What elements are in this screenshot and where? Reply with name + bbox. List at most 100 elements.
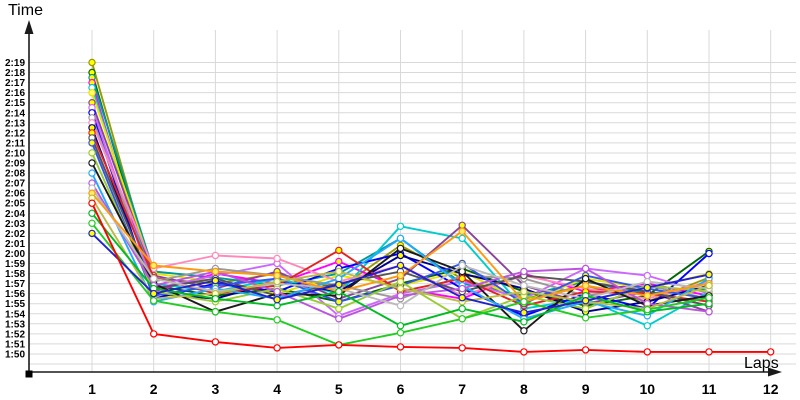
x-tick-label: 1 — [88, 381, 96, 397]
data-point-marker[interactable] — [458, 344, 466, 352]
data-point-marker[interactable] — [643, 292, 652, 300]
data-point-marker[interactable] — [396, 251, 405, 260]
data-point-marker[interactable] — [396, 302, 405, 310]
data-point-marker[interactable] — [149, 297, 158, 305]
data-point-marker[interactable] — [458, 294, 466, 302]
data-point-marker[interactable] — [396, 322, 405, 330]
data-point-marker[interactable] — [149, 261, 158, 270]
data-point-marker[interactable] — [643, 322, 652, 330]
data-point-marker[interactable] — [458, 274, 466, 283]
data-point-marker[interactable] — [705, 308, 713, 316]
data-point-marker[interactable] — [149, 330, 158, 338]
data-point-marker[interactable] — [396, 271, 405, 280]
data-point-marker[interactable] — [273, 302, 281, 310]
data-point-marker[interactable] — [88, 149, 96, 157]
data-point-marker[interactable] — [705, 281, 713, 290]
data-point-marker[interactable] — [88, 139, 96, 147]
data-point-marker[interactable] — [581, 281, 590, 290]
data-point-marker[interactable] — [88, 199, 96, 207]
data-point-marker[interactable] — [458, 267, 466, 276]
data-point-marker[interactable] — [88, 88, 96, 97]
data-point-marker[interactable] — [211, 295, 220, 303]
data-point-marker[interactable] — [458, 234, 466, 243]
data-point-marker[interactable] — [643, 277, 652, 286]
data-point-marker[interactable] — [396, 284, 405, 293]
x-tick-label: 12 — [763, 381, 779, 397]
data-point-marker[interactable] — [643, 306, 652, 314]
data-point-marker[interactable] — [396, 292, 405, 300]
data-point-marker[interactable] — [273, 277, 281, 286]
data-point-marker[interactable] — [88, 58, 96, 67]
data-point-marker[interactable] — [581, 314, 590, 322]
data-point-marker[interactable] — [458, 284, 466, 293]
data-point-marker[interactable] — [335, 287, 343, 296]
data-point-marker[interactable] — [396, 343, 405, 351]
data-point-marker[interactable] — [458, 315, 466, 323]
data-point-marker[interactable] — [581, 346, 590, 354]
data-point-marker[interactable] — [581, 305, 590, 313]
data-point-marker[interactable] — [396, 329, 405, 337]
data-point-marker[interactable] — [396, 244, 405, 253]
data-point-marker[interactable] — [88, 229, 96, 238]
data-point-marker[interactable] — [335, 298, 343, 306]
data-point-marker[interactable] — [643, 271, 652, 280]
data-point-marker[interactable] — [273, 287, 281, 296]
data-point-marker[interactable] — [581, 264, 590, 273]
data-point-marker[interactable] — [273, 271, 281, 280]
data-point-marker[interactable] — [273, 344, 281, 352]
data-point-marker[interactable] — [643, 283, 652, 292]
data-point-marker[interactable] — [581, 297, 590, 305]
x-tick-labels: 1 2 3 4 5 6 7 8 9 10 11 12 — [88, 381, 779, 397]
data-point-marker[interactable] — [520, 287, 528, 296]
data-point-marker[interactable] — [458, 305, 466, 313]
data-point-marker[interactable] — [149, 289, 158, 298]
data-point-marker[interactable] — [396, 222, 405, 230]
data-point-marker[interactable] — [705, 300, 713, 308]
data-point-marker[interactable] — [335, 267, 343, 276]
data-point-marker[interactable] — [458, 227, 466, 235]
data-point-marker[interactable] — [88, 159, 96, 167]
data-point-marker[interactable] — [520, 298, 528, 306]
data-point-marker[interactable] — [149, 274, 158, 283]
data-point-marker[interactable] — [211, 251, 220, 260]
data-point-marker[interactable] — [335, 274, 343, 283]
data-point-marker[interactable] — [335, 315, 343, 323]
data-point-marker[interactable] — [520, 309, 528, 317]
data-point-marker[interactable] — [767, 348, 775, 356]
data-point-marker[interactable] — [520, 327, 528, 335]
data-point-marker[interactable] — [273, 316, 281, 324]
data-point-marker[interactable] — [396, 277, 405, 286]
x-tick-label: 3 — [212, 381, 220, 397]
data-point-marker[interactable] — [335, 257, 343, 266]
data-point-marker[interactable] — [273, 254, 281, 263]
data-point-marker[interactable] — [335, 341, 343, 349]
data-point-marker[interactable] — [705, 294, 713, 302]
data-point-marker[interactable] — [705, 249, 713, 258]
data-point-marker[interactable] — [581, 274, 590, 283]
data-point-marker[interactable] — [88, 219, 96, 227]
data-point-marker[interactable] — [520, 281, 528, 290]
data-point-marker[interactable] — [520, 348, 528, 356]
data-point-marker[interactable] — [705, 270, 713, 279]
data-point-marker[interactable] — [88, 169, 96, 177]
data-point-marker[interactable] — [643, 348, 652, 356]
data-point-marker[interactable] — [335, 280, 343, 289]
data-point-marker[interactable] — [396, 261, 405, 270]
data-point-marker[interactable] — [458, 261, 466, 270]
y-tick-label: 2:12 — [5, 128, 25, 139]
data-point-marker[interactable] — [458, 221, 466, 229]
origin-handle[interactable] — [25, 370, 33, 378]
data-point-marker[interactable] — [520, 267, 528, 276]
data-point-marker[interactable] — [211, 276, 220, 285]
data-point-marker[interactable] — [211, 308, 220, 316]
data-point-marker[interactable] — [211, 338, 220, 346]
data-point-marker[interactable] — [396, 234, 405, 243]
data-point-marker[interactable] — [335, 246, 343, 255]
data-point-marker[interactable] — [335, 305, 343, 313]
data-point-marker[interactable] — [273, 296, 281, 304]
data-point-marker[interactable] — [211, 267, 220, 276]
data-point-marker[interactable] — [88, 209, 96, 217]
data-point-marker[interactable] — [520, 318, 528, 326]
data-point-marker[interactable] — [705, 348, 713, 356]
